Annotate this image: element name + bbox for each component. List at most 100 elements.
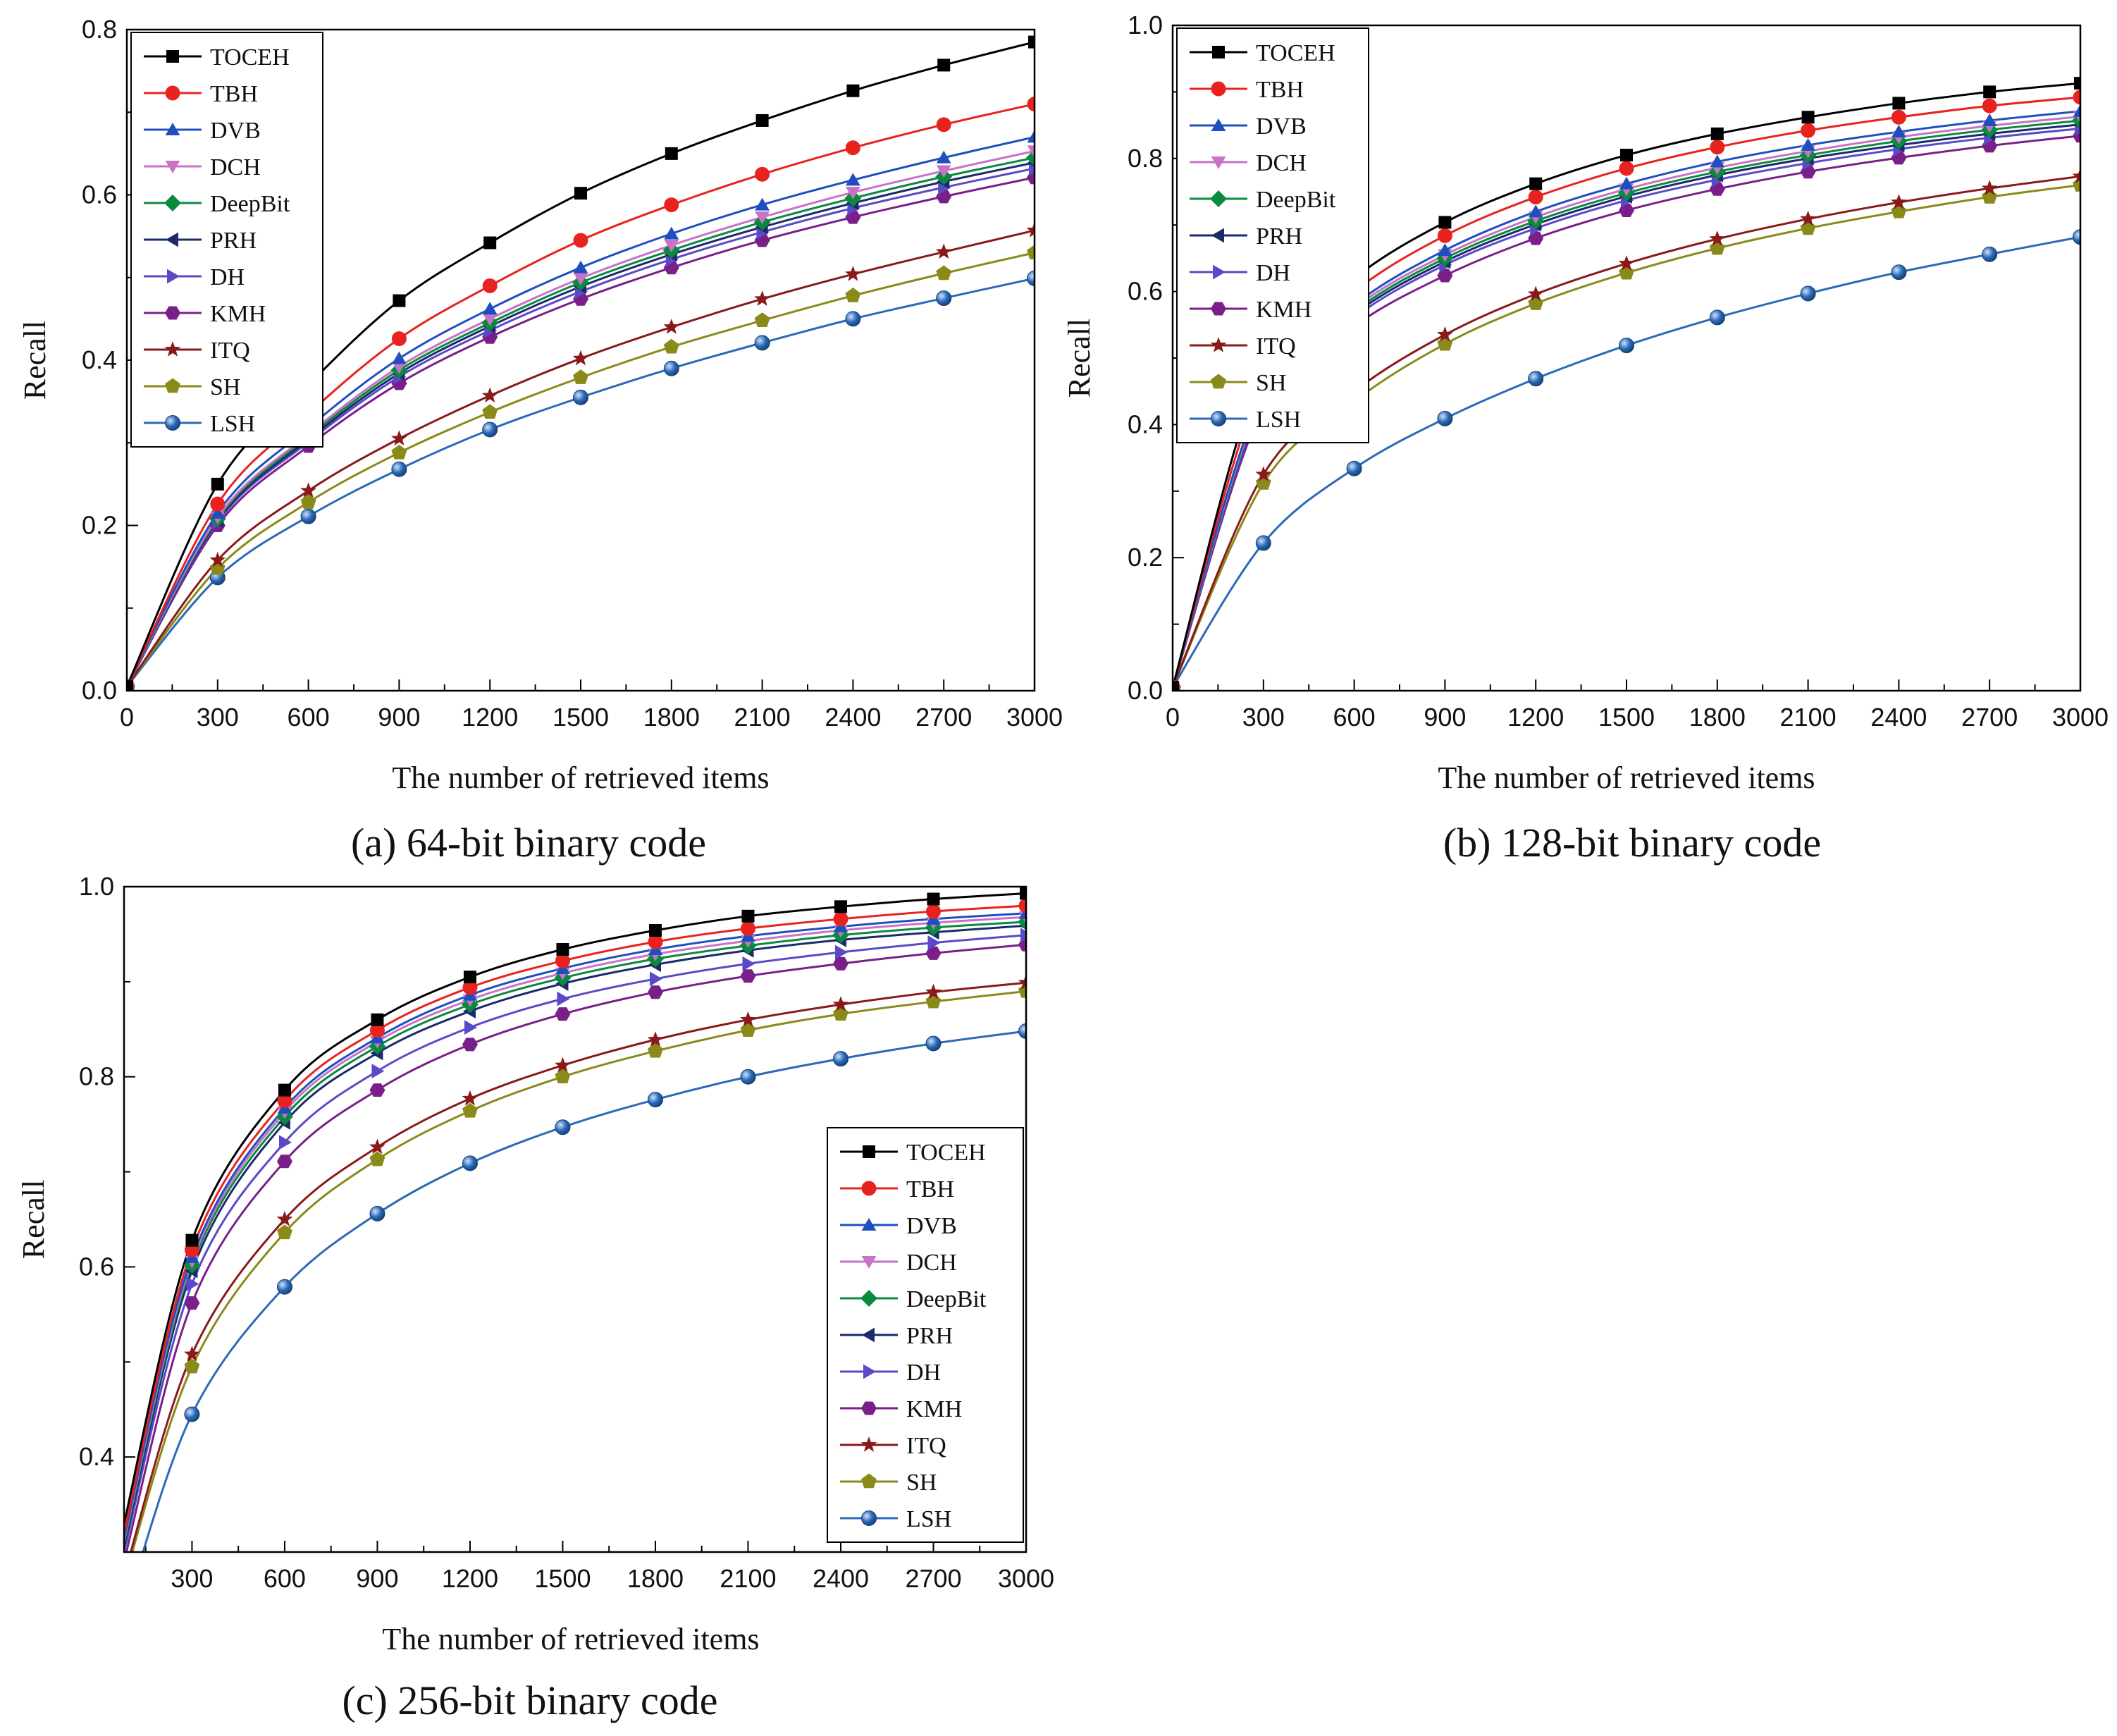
point-sh [845,288,861,302]
series-line-kmh [127,176,1035,687]
point-sh [754,312,770,328]
series-line-dch [127,149,1035,687]
point-tbh [391,331,407,347]
point-tbh [845,140,860,156]
point-kmh [832,956,848,971]
point-itq [832,996,849,1011]
point-toceh [463,971,476,984]
point-dvb [664,226,679,240]
point-lsh [573,389,588,405]
point-toceh [185,1233,199,1247]
panel-a-frame [125,28,1036,692]
point-sh [833,1006,848,1021]
legend-marker-itq [860,1436,877,1452]
legend-label-sh: SH [1256,370,1286,396]
series-line-deepbit [124,921,1026,1543]
series-line-itq [1173,175,2080,688]
point-sh [462,1102,478,1118]
panel-a-xtick-label: 600 [288,703,330,732]
series-line-itq [127,229,1035,688]
point-dch [846,186,860,199]
panel-a-ytick-label: 0.4 [82,345,117,374]
point-toceh [1892,97,1906,110]
point-sh [740,1022,756,1037]
point-lsh [462,1155,478,1171]
point-itq [1890,194,1907,209]
point-tbh [1801,123,1816,138]
point-sh [277,1224,292,1240]
point-kmh [1528,231,1544,245]
panel-b-ylabel: Recall [1062,319,1097,398]
panel-a-xtick-label: 3000 [1006,703,1063,732]
panel-b-xtick-label: 300 [1242,703,1285,732]
point-dvb [1982,113,1997,126]
point-kmh [1018,937,1026,952]
point-tbh [1437,228,1452,243]
point-dvb [573,260,588,273]
legend-marker-sh [861,1473,877,1489]
panel-b-ytick-label: 0.2 [1128,543,1163,572]
point-dch [936,165,951,178]
point-toceh [1710,127,1724,140]
panel-a: 0 300 600 900 1200 1500 1800 2100 2400 2700 3000 0.… [18,15,1063,866]
point-dh [927,935,941,950]
point-dvb [1801,137,1815,151]
point-lsh [1027,270,1035,286]
point-toceh [371,1013,384,1026]
panel-c-xtick-label: 900 [356,1564,398,1593]
point-toceh [2074,77,2080,90]
legend-marker-dh [1213,264,1226,280]
point-tbh [1027,97,1035,112]
panel-c: 300 600 900 1200 1500 1800 2100 2400 2700 3000 0.4… [16,872,1054,1723]
point-dvb [1018,906,1026,919]
panel-a-ytick-label: 0.0 [82,676,117,705]
point-tbh [1710,140,1725,155]
panel-c-xtick-label: 1200 [442,1564,498,1593]
series-line-lsh [1173,235,2080,689]
point-toceh [1529,177,1543,190]
panel-b-xtick-label: 1500 [1598,703,1655,732]
panel-a-xtick-label: 900 [378,703,420,732]
panel-a-xtick-label: 1500 [553,703,609,732]
point-lsh [184,1406,200,1422]
point-tbh [648,934,663,949]
panel-a-xtick-label: 0 [120,703,134,732]
panel-c-xlabel: The number of retrieved items [382,1622,759,1656]
legend-label-deepbit: DeepBit [1256,187,1336,213]
point-dh [557,991,570,1006]
panel-c-frame [123,885,1027,1553]
panel-a-xtick-label: 1800 [643,703,700,732]
series-line-sh [1173,184,2080,688]
legend-marker-toceh [863,1145,875,1158]
point-lsh [1800,285,1816,302]
point-dvb [210,505,226,519]
point-itq [740,1011,756,1027]
point-kmh [369,1083,385,1097]
series-line-toceh [124,892,1026,1524]
point-sh [648,1042,663,1058]
point-tbh [555,953,570,968]
point-itq [184,1346,200,1362]
point-tbh [1891,109,1906,125]
legend-label-kmh: KMH [906,1396,962,1422]
legend-label-dch: DCH [1256,150,1307,176]
panel-c-xtick-label: 1500 [534,1564,591,1593]
point-dvb [482,302,498,315]
point-tbh [277,1092,292,1108]
panel-c-xtick-label: 600 [264,1564,306,1593]
point-tbh [369,1023,385,1038]
point-itq [1018,974,1026,990]
point-itq [1618,254,1635,271]
point-tbh [462,980,478,995]
panel-b-xtick-label: 1800 [1689,703,1746,732]
point-tbh [1018,898,1026,913]
panel-b-xtick-label: 0 [1166,703,1180,732]
point-lsh [555,1119,571,1135]
point-lsh [754,335,770,351]
point-lsh [845,311,861,327]
point-lsh [1255,535,1271,551]
point-sh [555,1069,571,1084]
panel-a-xtick-label: 2400 [825,703,881,732]
point-dh [464,1020,477,1035]
panel-c-gridless-plot: 300 600 900 1200 1500 1800 2100 2400 2700 3000 0.4… [79,872,1054,1593]
